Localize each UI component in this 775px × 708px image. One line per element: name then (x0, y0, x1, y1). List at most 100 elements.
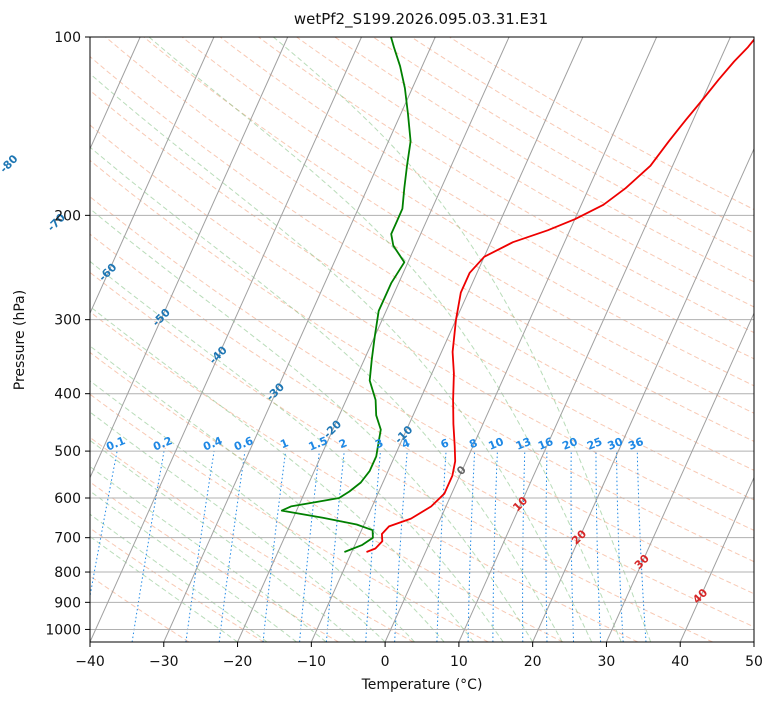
mixing-ratio-line (595, 451, 602, 642)
dry-adiabat-line (181, 37, 754, 387)
axes: −40 −30 −20 −10 0 10 20 30 40 5010009008007006005… (45, 30, 763, 670)
x-tick-label: 30 (598, 654, 616, 670)
moist-adiabat-line (90, 439, 356, 642)
dry-adiabat-line (334, 37, 754, 283)
y-tick-label: 300 (54, 313, 81, 329)
dry-adiabat-line (90, 233, 754, 628)
dry-adiabat-line (90, 271, 713, 642)
dry-adiabat-line (90, 436, 414, 642)
profile-lines (280, 37, 754, 553)
dry-adiabat-line (449, 37, 754, 211)
isotherm-label: -40 (207, 343, 230, 366)
mixing-ratio-line (262, 451, 287, 642)
dry-adiabat-line (258, 37, 754, 334)
mixing-ratio-line (522, 451, 526, 642)
dry-adiabat-line (90, 55, 754, 471)
mixing-ratio-line (436, 451, 447, 642)
moist-adiabat-line (90, 73, 593, 642)
moist-adiabat-line (90, 535, 238, 642)
y-tick-label: 100 (54, 30, 81, 46)
x-tick-label: 40 (671, 654, 689, 670)
mixing-ratio-label: 16 (536, 435, 555, 453)
isotherm-line (90, 37, 215, 315)
mixing-ratio-label: 10 (487, 435, 506, 453)
dry-adiabat-line (90, 124, 754, 531)
moist-adiabat-line (148, 37, 622, 642)
isotherm-line (753, 640, 754, 642)
moist-adiabat-line (90, 260, 504, 642)
dry-adiabat-line (105, 37, 754, 442)
y-axis-label: Pressure (hPa) (12, 289, 28, 391)
mixing-ratio-label: 3 (373, 436, 385, 451)
y-tick-label: 600 (54, 491, 81, 507)
isotherm-line (605, 311, 754, 642)
mixing-ratio-line (218, 451, 246, 642)
isotherm-line (310, 37, 584, 642)
dry-adiabat-line (90, 351, 564, 642)
y-tick-label: 400 (54, 387, 81, 403)
isotherm-label: 40 (690, 586, 710, 606)
isotherm-line (90, 37, 362, 642)
isotherm-line (384, 37, 658, 642)
x-tick-label: 50 (745, 654, 763, 670)
mixing-ratio-label: 36 (626, 435, 645, 453)
isotherm-line (0, 37, 66, 642)
mixing-ratio-label: 25 (585, 435, 604, 453)
y-tick-label: 500 (54, 444, 81, 460)
isotherm-line (237, 37, 510, 642)
isotherm-line (163, 37, 436, 642)
x-tick-label: −20 (223, 654, 253, 670)
mixing-ratio-line (299, 451, 320, 642)
mixing-ratio-line (492, 451, 498, 642)
isotherm-line (90, 37, 289, 479)
dry-adiabat-line (90, 393, 489, 642)
dry-adiabat-line (90, 575, 190, 642)
mixing-ratio-line (325, 451, 345, 642)
isotherm-line (458, 37, 731, 642)
isotherm-label: 10 (510, 494, 530, 514)
mixing-ratio-label: 1 (278, 436, 290, 451)
chart-title: wetPf2_S199.2026.095.03.31.E31 (293, 10, 549, 28)
mixing-ratio-line (365, 451, 381, 642)
moist-adiabat-line (273, 37, 652, 642)
plot-frame (89, 36, 755, 643)
x-tick-label: −40 (75, 654, 105, 670)
isotherm-line (679, 476, 754, 642)
y-tick-label: 800 (54, 565, 81, 581)
y-tick-label: 700 (54, 531, 81, 547)
mixing-ratio-line (394, 451, 408, 642)
x-tick-label: 20 (524, 654, 542, 670)
mixing-ratio-label: 13 (514, 435, 533, 453)
x-tick-label: 10 (450, 654, 468, 670)
isotherm-label: -50 (150, 306, 173, 329)
mixing-ratio-line (636, 451, 647, 642)
y-tick-label: 900 (54, 595, 81, 611)
moist-adiabat-line (90, 345, 445, 642)
moist-adiabat-line (90, 208, 534, 642)
mixing-ratio-line (570, 451, 574, 642)
mixing-ratio-line (90, 451, 118, 599)
dewpoint-profile-line (280, 37, 412, 553)
isotherm-line (532, 147, 754, 642)
isotherm-line (90, 37, 141, 151)
y-tick-label: 1000 (45, 622, 81, 638)
dry-adiabat-line (219, 37, 754, 360)
temperature-profile-line (366, 38, 754, 553)
isotherm-label: 30 (632, 552, 652, 572)
dry-adiabat-line (90, 159, 754, 563)
moist-adiabat-line (90, 411, 386, 642)
mixing-ratio-label: 8 (467, 436, 479, 451)
isotherm-label: -30 (264, 380, 287, 403)
chart-background-lines (0, 37, 754, 642)
mixing-ratio-line (131, 451, 165, 642)
mixing-ratio-line (545, 451, 548, 642)
isotherm-label: -80 (0, 152, 21, 175)
dry-adiabat-line (90, 89, 754, 501)
dry-adiabat-line (90, 196, 754, 595)
moist-adiabat-line (90, 490, 297, 642)
isotherm-label: -10 (392, 423, 415, 446)
mixing-ratio-line (185, 451, 215, 642)
x-tick-label: 0 (381, 654, 390, 670)
moist-adiabat-line (90, 513, 268, 642)
